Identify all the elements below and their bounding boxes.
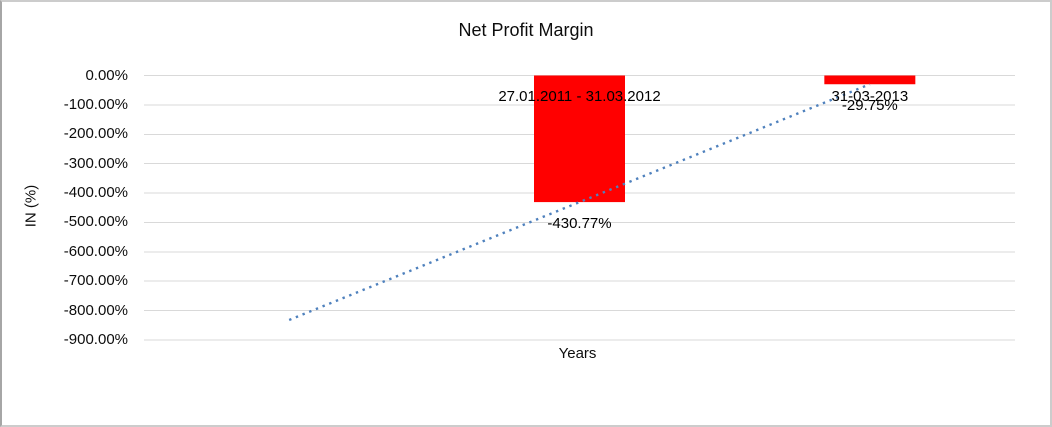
chart-title: Net Profit Margin: [458, 20, 594, 40]
y-tick-label: -600.00%: [63, 242, 128, 260]
y-tick-label: -300.00%: [63, 154, 128, 172]
bar: [824, 75, 916, 85]
y-tick-label: 0.00%: [85, 66, 128, 84]
y-tick-label: -500.00%: [63, 213, 128, 231]
y-tick-label: -400.00%: [63, 184, 128, 202]
category-label: 27.01.2011 - 31.03.2012: [498, 87, 661, 105]
y-tick-label: -700.00%: [63, 272, 128, 290]
y-tick-label: -100.00%: [63, 95, 128, 113]
x-axis-title: Years: [558, 345, 597, 362]
bar: [534, 75, 625, 203]
y-tick-label: -200.00%: [63, 125, 128, 143]
data-label: -430.77%: [547, 215, 612, 233]
data-label: -29.75%: [841, 97, 898, 115]
y-tick-label: -800.00%: [63, 301, 128, 319]
category-label: 31-03-2013: [831, 87, 909, 105]
y-tick-label: -900.00%: [63, 331, 128, 348]
